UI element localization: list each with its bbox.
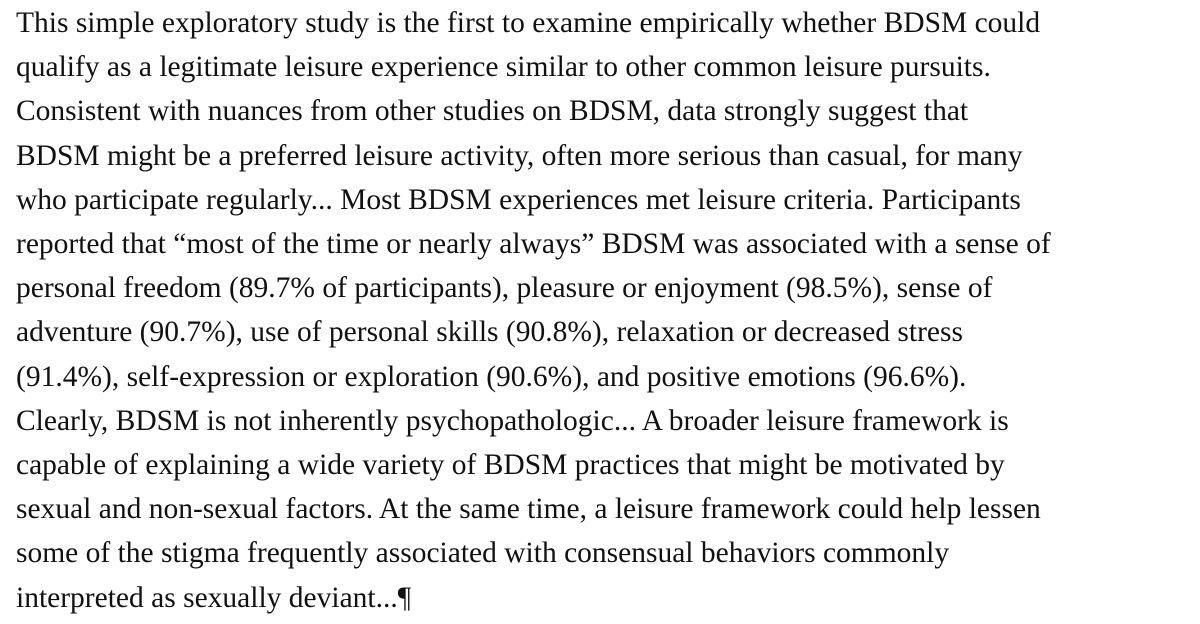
text-line: reported that “most of the time or nearl… (16, 228, 1051, 261)
paragraph: This simple exploratory study is the fir… (16, 1, 1051, 620)
text-line: (91.4%), self-expression or exploration … (16, 360, 967, 393)
text-line: who participate regularly... Most BDSM e… (16, 183, 1021, 216)
text-line: sexual and non-sexual factors. At the sa… (16, 493, 1041, 526)
text-line: some of the stigma frequently associated… (16, 537, 950, 570)
text-line: BDSM might be a preferred leisure activi… (16, 139, 1023, 172)
text-line: capable of explaining a wide variety of … (16, 449, 1005, 482)
text-line: qualify as a legitimate leisure experien… (16, 51, 991, 84)
text-line: Clearly, BDSM is not inherently psychopa… (16, 404, 1009, 437)
text-line: This simple exploratory study is the fir… (16, 7, 1041, 39)
text-line: adventure (90.7%), use of personal skill… (16, 316, 963, 349)
text-line: interpreted as sexually deviant...¶ (16, 581, 412, 614)
text-line: personal freedom (89.7% of participants)… (16, 272, 993, 305)
text-line: Consistent with nuances from other studi… (16, 95, 969, 128)
